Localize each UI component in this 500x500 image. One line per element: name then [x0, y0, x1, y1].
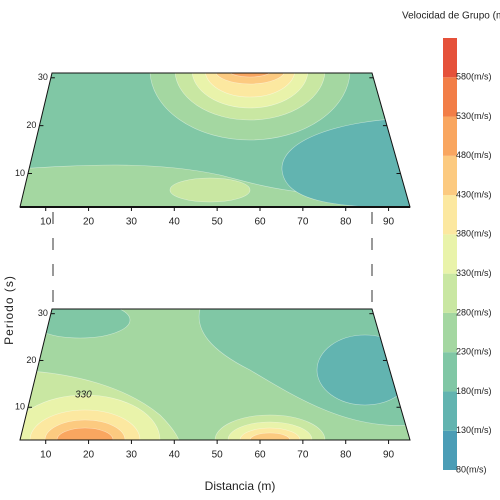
contour-band — [227, 73, 273, 78]
colorbar-band — [443, 312, 457, 353]
contour-band — [316, 334, 410, 406]
y-tick-label: 10 — [15, 402, 25, 412]
contour-band — [214, 73, 286, 85]
y-axis-label: Periodo (s) — [2, 275, 16, 345]
colorbar-band — [443, 234, 457, 274]
colorbar-band — [443, 391, 457, 431]
contour-label: 330 — [75, 390, 92, 401]
x-tick-label: 70 — [297, 217, 309, 228]
colorbar-band — [443, 38, 457, 78]
contour-band — [204, 73, 296, 98]
contour-band — [169, 177, 251, 203]
colorbar-label: 180(m/s) — [456, 386, 492, 396]
y-tick-label: 10 — [15, 168, 25, 178]
lower-contour — [20, 309, 410, 440]
y-tick-label: 30 — [38, 308, 48, 318]
x-tick-label: 60 — [254, 450, 266, 461]
colorbar-title: Velocidad de Grupo (m/s) — [402, 11, 500, 22]
contour-band — [249, 432, 291, 440]
colorbar-label: 130(m/s) — [456, 425, 492, 435]
x-tick-label: 90 — [383, 450, 395, 461]
upper-contour — [20, 73, 410, 207]
x-tick-label: 20 — [83, 450, 95, 461]
contour-band — [239, 427, 301, 440]
x-tick-label: 70 — [297, 450, 309, 461]
colorbar-label: 230(m/s) — [456, 347, 492, 357]
colorbar-label: 280(m/s) — [456, 307, 492, 317]
y-tick-label: 30 — [38, 72, 48, 82]
x-tick-label: 60 — [254, 217, 266, 228]
colorbar-band — [443, 273, 457, 313]
colorbar-band — [443, 195, 457, 235]
x-tick-label: 90 — [383, 217, 395, 228]
contour-band — [44, 419, 126, 440]
lower-frame — [19, 308, 411, 441]
x-axis-label: Distancia (m) — [205, 479, 276, 493]
y-tick-label: 20 — [26, 355, 36, 365]
x-tick-label: 50 — [212, 217, 224, 228]
contour-band — [227, 421, 313, 440]
colorbar-label: 80(m/s) — [456, 464, 487, 474]
x-tick-label: 40 — [169, 217, 181, 228]
colorbar-label: 430(m/s) — [456, 189, 492, 199]
x-tick-label: 80 — [340, 450, 352, 461]
contour-band — [29, 409, 141, 440]
x-tick-label: 30 — [126, 450, 138, 461]
x-tick-label: 30 — [126, 217, 138, 228]
colorbar-band — [443, 155, 457, 196]
colorbar-band — [443, 352, 457, 392]
x-tick-label: 10 — [40, 450, 52, 461]
x-tick-label: 10 — [40, 217, 52, 228]
contour-band — [56, 427, 114, 440]
x-tick-label: 40 — [169, 450, 181, 461]
colorbar-label: 330(m/s) — [456, 268, 492, 278]
contour-band — [20, 394, 161, 440]
colorbar-label: 580(m/s) — [456, 72, 492, 82]
x-tick-label: 80 — [340, 217, 352, 228]
x-tick-label: 50 — [212, 450, 224, 461]
x-tick-label: 20 — [83, 217, 95, 228]
y-tick-label: 20 — [26, 120, 36, 130]
colorbar-band — [443, 77, 457, 117]
colorbar-band — [443, 430, 457, 470]
colorbar-band — [443, 116, 457, 156]
colorbar-label: 530(m/s) — [456, 111, 492, 121]
colorbar-label: 380(m/s) — [456, 229, 492, 239]
colorbar-label: 480(m/s) — [456, 150, 492, 160]
